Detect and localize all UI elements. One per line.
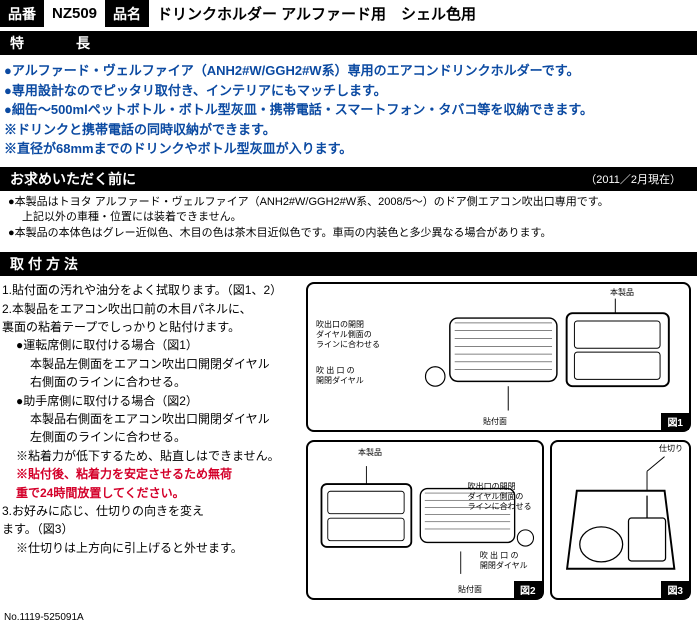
- feature-line: ※直径が68mmまでのドリンクやボトル型灰皿が入ります。: [4, 139, 693, 159]
- preuse-line: ●本製品の本体色はグレー近似色、木目の色は茶木目近似色です。車両の内装色と多少異…: [8, 226, 689, 242]
- value-name: ドリンクホルダー アルファード用 シェル色用: [149, 0, 484, 27]
- install-step: 3.お好みに応じ、仕切りの向きを変え: [2, 503, 302, 520]
- preuse-line: ●本製品はトヨタ アルファード・ヴェルファイア（ANH2#W/GGH2#W系、2…: [8, 195, 689, 211]
- features-block: ●アルファード・ヴェルファイア（ANH2#W/GGH2#W系）専用のエアコンドリ…: [0, 55, 697, 163]
- figure-3-caption: 図3: [661, 581, 689, 598]
- section-install-title: 取付方法: [0, 252, 697, 276]
- install-detail: 本製品右側面をエアコン吹出口開閉ダイヤル: [30, 411, 302, 428]
- preuse-block: ●本製品はトヨタ アルファード・ヴェルファイア（ANH2#W/GGH2#W系、2…: [0, 191, 697, 249]
- install-block: 1.貼付面の汚れや油分をよく拭取ります。（図1、2） 2.本製品をエアコン吹出口…: [0, 276, 697, 600]
- install-step: 1.貼付面の汚れや油分をよく拭取ります。（図1、2）: [2, 282, 302, 299]
- feature-line: ※ドリンクと携帯電話の同時収納ができます。: [4, 120, 693, 140]
- fig-label-text: 開閉ダイヤル: [480, 561, 528, 571]
- fig-label-text: ダイヤル側面の: [468, 492, 532, 502]
- install-detail: ●助手席側に取付ける場合（図2）: [16, 393, 302, 410]
- fig-label-text: ラインに合わせる: [468, 502, 532, 512]
- fig-label-product: 本製品: [610, 288, 634, 298]
- preuse-date: （2011／2月現在）: [585, 171, 687, 187]
- install-step: ます。（図3）: [2, 521, 302, 538]
- figure-2: 本製品 吹出口の開閉 ダイヤル側面の ラインに合わせる 吹 出 口 の 開閉ダイ…: [306, 440, 544, 600]
- install-detail: 左側面のラインに合わせる。: [30, 429, 302, 446]
- install-text: 1.貼付面の汚れや油分をよく拭取ります。（図1、2） 2.本製品をエアコン吹出口…: [2, 282, 302, 600]
- fig-label: 吹出口の開閉 ダイヤル側面の ラインに合わせる: [316, 320, 380, 349]
- figure-3-svg: [552, 442, 689, 598]
- preuse-line: 上記以外の車種・位置には装着できません。: [22, 210, 689, 226]
- fig-label: 吹出口の開閉 ダイヤル側面の ラインに合わせる: [468, 482, 532, 511]
- install-detail: 本製品左側面をエアコン吹出口開閉ダイヤル: [30, 356, 302, 373]
- figure-area: 本製品 吹出口の開閉 ダイヤル側面の ラインに合わせる 吹 出 口 の 開閉ダイ…: [302, 282, 695, 600]
- install-warning: 重で24時間放置してください。: [16, 485, 302, 502]
- feature-line: ●アルファード・ヴェルファイア（ANH2#W/GGH2#W系）専用のエアコンドリ…: [4, 61, 693, 81]
- install-detail: 右側面のラインに合わせる。: [30, 374, 302, 391]
- label-code: 品番: [0, 0, 44, 27]
- install-step: 裏面の粘着テープでしっかりと貼付けます。: [2, 319, 302, 336]
- fig-label-surface: 貼付面: [483, 417, 507, 427]
- fig-label-product: 本製品: [358, 448, 382, 458]
- fig-label-text: 開閉ダイヤル: [316, 376, 364, 386]
- figure-1-caption: 図1: [661, 413, 689, 430]
- fig-label-text: 吹 出 口 の: [316, 366, 364, 376]
- preuse-title-text: お求めいただく前に: [10, 169, 136, 189]
- install-warning: ※貼付後、粘着力を安定させるため無荷: [16, 466, 302, 483]
- value-code: NZ509: [44, 0, 105, 27]
- figure-1: 本製品 吹出口の開閉 ダイヤル側面の ラインに合わせる 吹 出 口 の 開閉ダイ…: [306, 282, 691, 432]
- install-step: 2.本製品をエアコン吹出口前の木目パネルに、: [2, 301, 302, 318]
- fig-label-text: ダイヤル側面の: [316, 330, 380, 340]
- install-note: ※仕切りは上方向に引上げると外せます。: [16, 540, 302, 557]
- fig-label-text: ラインに合わせる: [316, 340, 380, 350]
- fig-label-text: 吹 出 口 の: [480, 551, 528, 561]
- fig-label: 吹 出 口 の 開閉ダイヤル: [316, 366, 364, 385]
- feature-line: ●専用設計なのでピッタリ取付き、インテリアにもマッチします。: [4, 81, 693, 101]
- figure-3: 仕切り 図3: [550, 440, 691, 600]
- figure-1-svg: [308, 284, 689, 430]
- feature-line: ●細缶～500mlペットボトル・ボトル型灰皿・携帯電話・スマートフォン・タバコ等…: [4, 100, 693, 120]
- figure-2-svg: [308, 442, 542, 598]
- fig-label-text: 吹出口の開閉: [316, 320, 380, 330]
- footer-number: No.1119-525091A: [0, 600, 697, 627]
- fig-label-surface: 貼付面: [458, 585, 482, 595]
- figure-2-caption: 図2: [514, 581, 542, 598]
- install-detail: ●運転席側に取付ける場合（図1）: [16, 337, 302, 354]
- fig-label-text: 吹出口の開閉: [468, 482, 532, 492]
- section-preuse-title: お求めいただく前に （2011／2月現在）: [0, 167, 697, 191]
- header-row: 品番 NZ509 品名 ドリンクホルダー アルファード用 シェル色用: [0, 0, 697, 27]
- label-name: 品名: [105, 0, 149, 27]
- install-note: ※粘着力が低下するため、貼直しはできません。: [16, 448, 302, 465]
- fig-label-divider: 仕切り: [659, 444, 683, 454]
- fig-label: 吹 出 口 の 開閉ダイヤル: [480, 551, 528, 570]
- section-features-title: 特 長: [0, 31, 697, 55]
